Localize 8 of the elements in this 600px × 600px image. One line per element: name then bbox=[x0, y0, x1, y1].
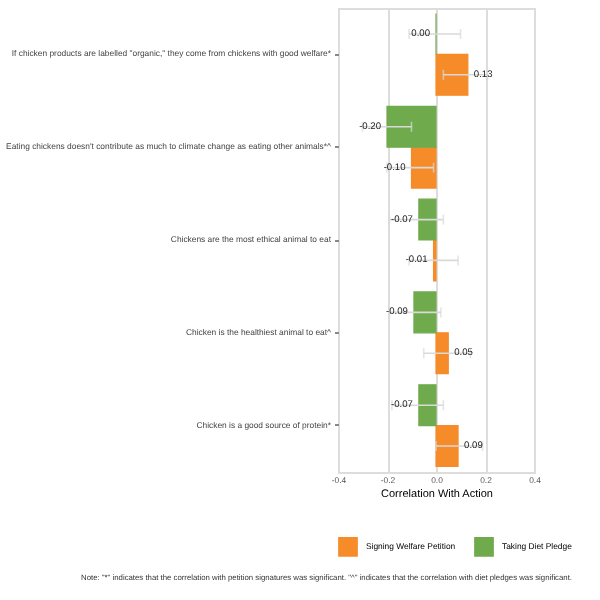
bar bbox=[435, 332, 449, 375]
bar bbox=[410, 146, 437, 189]
bar bbox=[413, 291, 437, 334]
bar bbox=[418, 384, 437, 427]
bar bbox=[418, 198, 437, 241]
bar bbox=[386, 105, 437, 148]
bar bbox=[435, 425, 459, 468]
bar bbox=[435, 53, 469, 96]
